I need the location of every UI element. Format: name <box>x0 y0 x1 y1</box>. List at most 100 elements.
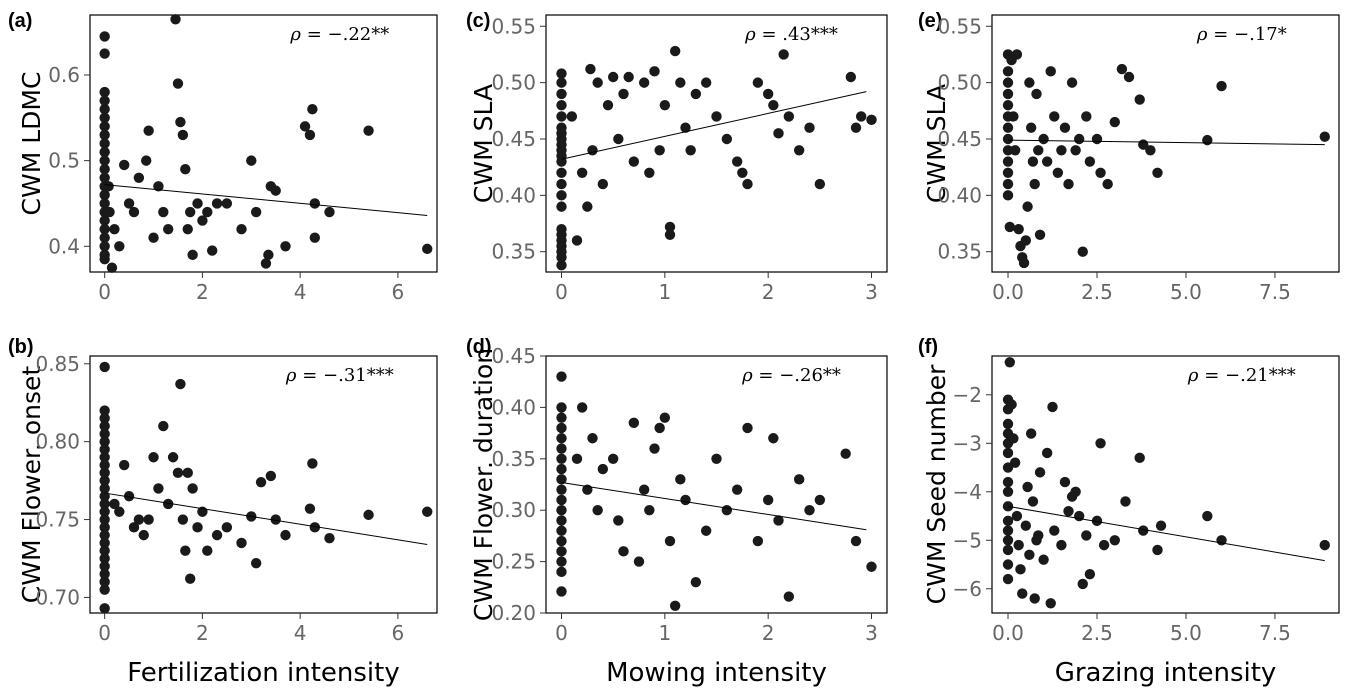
data-point <box>711 111 722 122</box>
data-point <box>1013 539 1024 551</box>
y-tick-label: 0.35 <box>937 240 982 264</box>
y-tick-label: 0.70 <box>35 585 80 609</box>
y-tick-label: 0.75 <box>35 508 80 532</box>
data-point <box>99 138 110 149</box>
data-point <box>1152 544 1163 556</box>
data-point <box>128 522 140 533</box>
data-point <box>99 146 110 158</box>
data-point <box>309 232 321 243</box>
data-point <box>1002 525 1014 536</box>
data-point <box>737 167 748 179</box>
data-point <box>1081 111 1092 122</box>
x-tick-label: 0 <box>98 280 111 304</box>
data-point <box>175 116 186 128</box>
regression-line <box>561 481 867 531</box>
x-tick-label: 2 <box>196 621 209 645</box>
data-point <box>845 71 857 83</box>
data-point <box>644 167 655 179</box>
data-point <box>1002 66 1014 77</box>
panel-a: (a) CWM LDMC 0 2 4 6 0.4 0.5 0.6 ρ = −.22** <box>8 10 438 304</box>
panel-d: (d)CWM Flower. duration Mowing intensity 0… <box>466 336 888 688</box>
data-point <box>363 125 374 136</box>
data-point <box>363 509 374 521</box>
data-point <box>172 467 184 479</box>
data-point <box>265 470 277 482</box>
data-point <box>187 249 198 261</box>
data-point <box>700 77 712 88</box>
data-point <box>1009 145 1021 156</box>
x-tick-label: 4 <box>294 280 307 304</box>
data-point <box>1041 156 1053 167</box>
data-point <box>99 428 110 440</box>
plot-frame <box>991 14 1340 273</box>
data-point <box>850 122 862 133</box>
data-point <box>153 181 164 192</box>
panel-b: (b) CWM Flower. onset Fertilization intens… <box>8 336 438 688</box>
data-point <box>556 453 567 464</box>
panel-e: (e) CWM SLA 0.0 2.5 5.0 7.5 0.35 0.40 0.45 0.50 0.… <box>918 10 1340 304</box>
data-point <box>158 206 169 218</box>
data-point <box>680 494 691 506</box>
data-point <box>556 525 567 536</box>
regression-line <box>104 184 428 216</box>
x-tick-label: 3 <box>865 621 878 645</box>
x-tick-label: 6 <box>392 280 405 304</box>
data-point <box>99 420 110 432</box>
data-point <box>866 561 877 572</box>
data-point <box>618 546 629 557</box>
data-point <box>1002 122 1014 133</box>
data-point <box>752 535 764 547</box>
data-point <box>1319 131 1330 142</box>
data-point <box>99 452 110 463</box>
data-point <box>99 444 110 455</box>
correlation-annotation: ρ = −.17* <box>1196 24 1287 45</box>
data-point <box>307 104 318 115</box>
x-tick-label: 3 <box>865 280 878 304</box>
data-point <box>585 63 596 75</box>
y-tick-label: 0.55 <box>937 14 982 38</box>
data-point <box>1045 66 1056 77</box>
data-point <box>133 172 145 183</box>
data-point <box>1002 486 1014 497</box>
x-tick-label: 4 <box>294 621 307 645</box>
data-point <box>211 529 223 541</box>
data-point <box>628 417 640 429</box>
data-point <box>250 206 262 218</box>
data-point <box>576 167 588 179</box>
data-point <box>1009 457 1021 468</box>
data-point <box>422 506 433 517</box>
data-point <box>99 241 110 252</box>
data-point <box>556 546 567 557</box>
data-point <box>659 99 671 111</box>
data-point <box>1216 80 1227 92</box>
data-point <box>99 104 110 115</box>
data-point <box>664 221 676 233</box>
data-point <box>104 206 115 218</box>
rho-value: = −.22** <box>301 24 389 45</box>
data-point <box>556 556 567 567</box>
x-tick-label: 2 <box>196 280 209 304</box>
regression-line <box>561 91 867 160</box>
data-point <box>556 505 567 516</box>
data-point <box>99 584 110 595</box>
data-point <box>162 498 174 510</box>
data-point <box>167 452 179 463</box>
data-point <box>304 503 316 514</box>
data-point <box>1091 515 1103 527</box>
data-point <box>99 514 110 525</box>
data-point <box>607 71 619 83</box>
data-point <box>556 566 567 578</box>
data-point <box>1002 167 1014 179</box>
data-point <box>793 474 805 485</box>
data-point <box>246 155 257 166</box>
data-point <box>1004 221 1015 233</box>
data-point <box>99 86 110 98</box>
data-point <box>711 453 722 464</box>
data-point <box>99 467 110 479</box>
data-point <box>123 198 135 209</box>
data-point <box>556 433 567 444</box>
data-point <box>783 111 795 122</box>
data-point <box>180 164 191 175</box>
data-point <box>638 77 650 88</box>
data-point <box>114 241 125 252</box>
